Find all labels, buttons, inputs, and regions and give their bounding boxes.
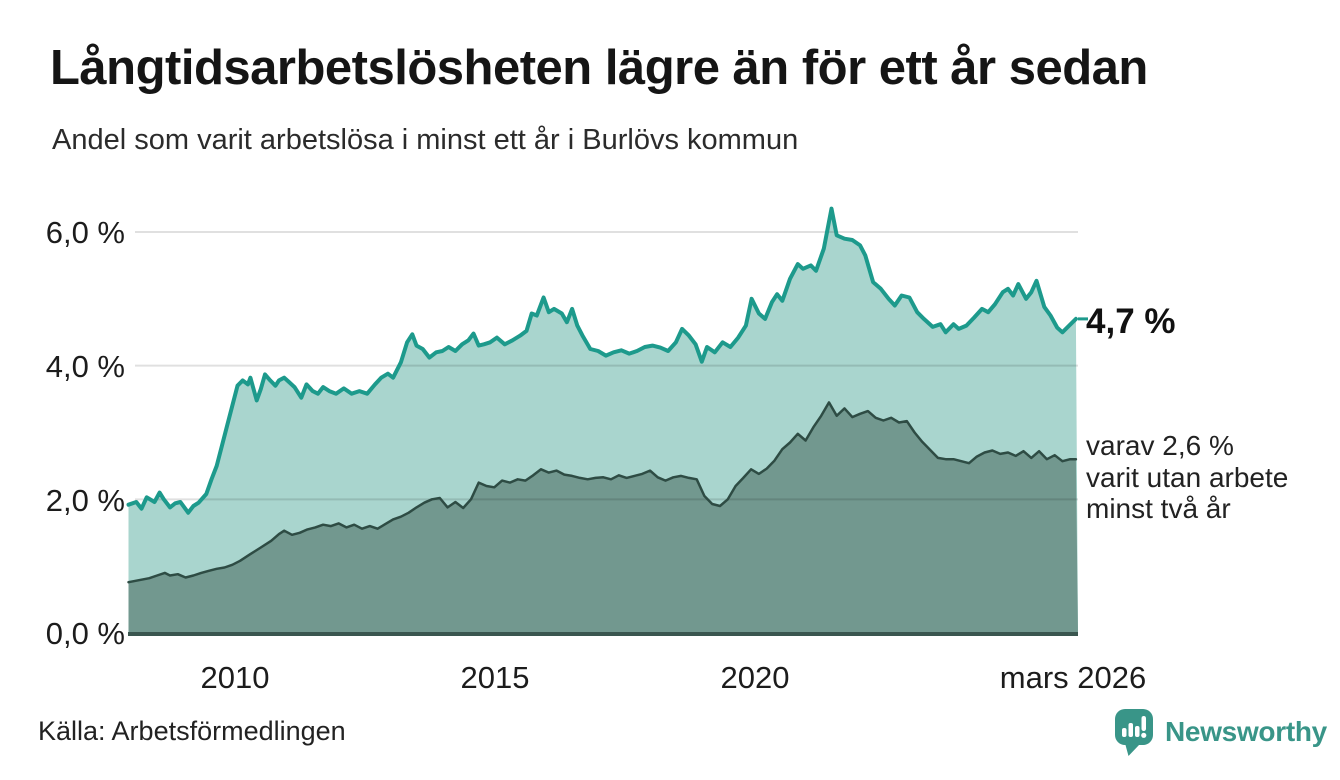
secondary-series-annotation: varav 2,6 % varit utan arbete minst två …: [1086, 430, 1288, 525]
newsworthy-pin-barchart-icon: [1115, 709, 1153, 756]
chart-title: Långtidsarbetslösheten lägre än för ett …: [50, 41, 1148, 95]
latest-value-label: 4,7 %: [1086, 302, 1176, 341]
y-axis-tick-label: 2,0 %: [45, 483, 125, 518]
x-axis-tick-label: 2015: [460, 660, 530, 695]
chart-subtitle: Andel som varit arbetslösa i minst ett å…: [52, 124, 799, 156]
y-axis-tick-label: 6,0 %: [45, 215, 125, 250]
secondary-annotation-line: minst två år: [1086, 493, 1231, 524]
x-axis-tick-label: 2020: [720, 660, 790, 695]
y-axis-tick-label: 0,0 %: [45, 616, 125, 651]
newsworthy-logo: Newsworthy: [1112, 706, 1327, 758]
source-note: Källa: Arbetsförmedlingen: [38, 716, 346, 746]
series-0-line: [126, 206, 1078, 515]
secondary-annotation-line: varit utan arbete: [1086, 461, 1289, 493]
gridlines: [135, 231, 1078, 501]
y-axis-tick-label: 4,0 %: [45, 349, 125, 384]
x-axis-tick-label: mars 2026: [999, 660, 1147, 695]
series-1-area: [128, 402, 1078, 633]
x-axis-tick-label: 2010: [200, 660, 270, 695]
newsworthy-wordmark: Newsworthy: [1165, 716, 1327, 747]
series-1-line: [127, 401, 1078, 584]
secondary-annotation-line: varav 2,6 %: [1086, 430, 1234, 461]
